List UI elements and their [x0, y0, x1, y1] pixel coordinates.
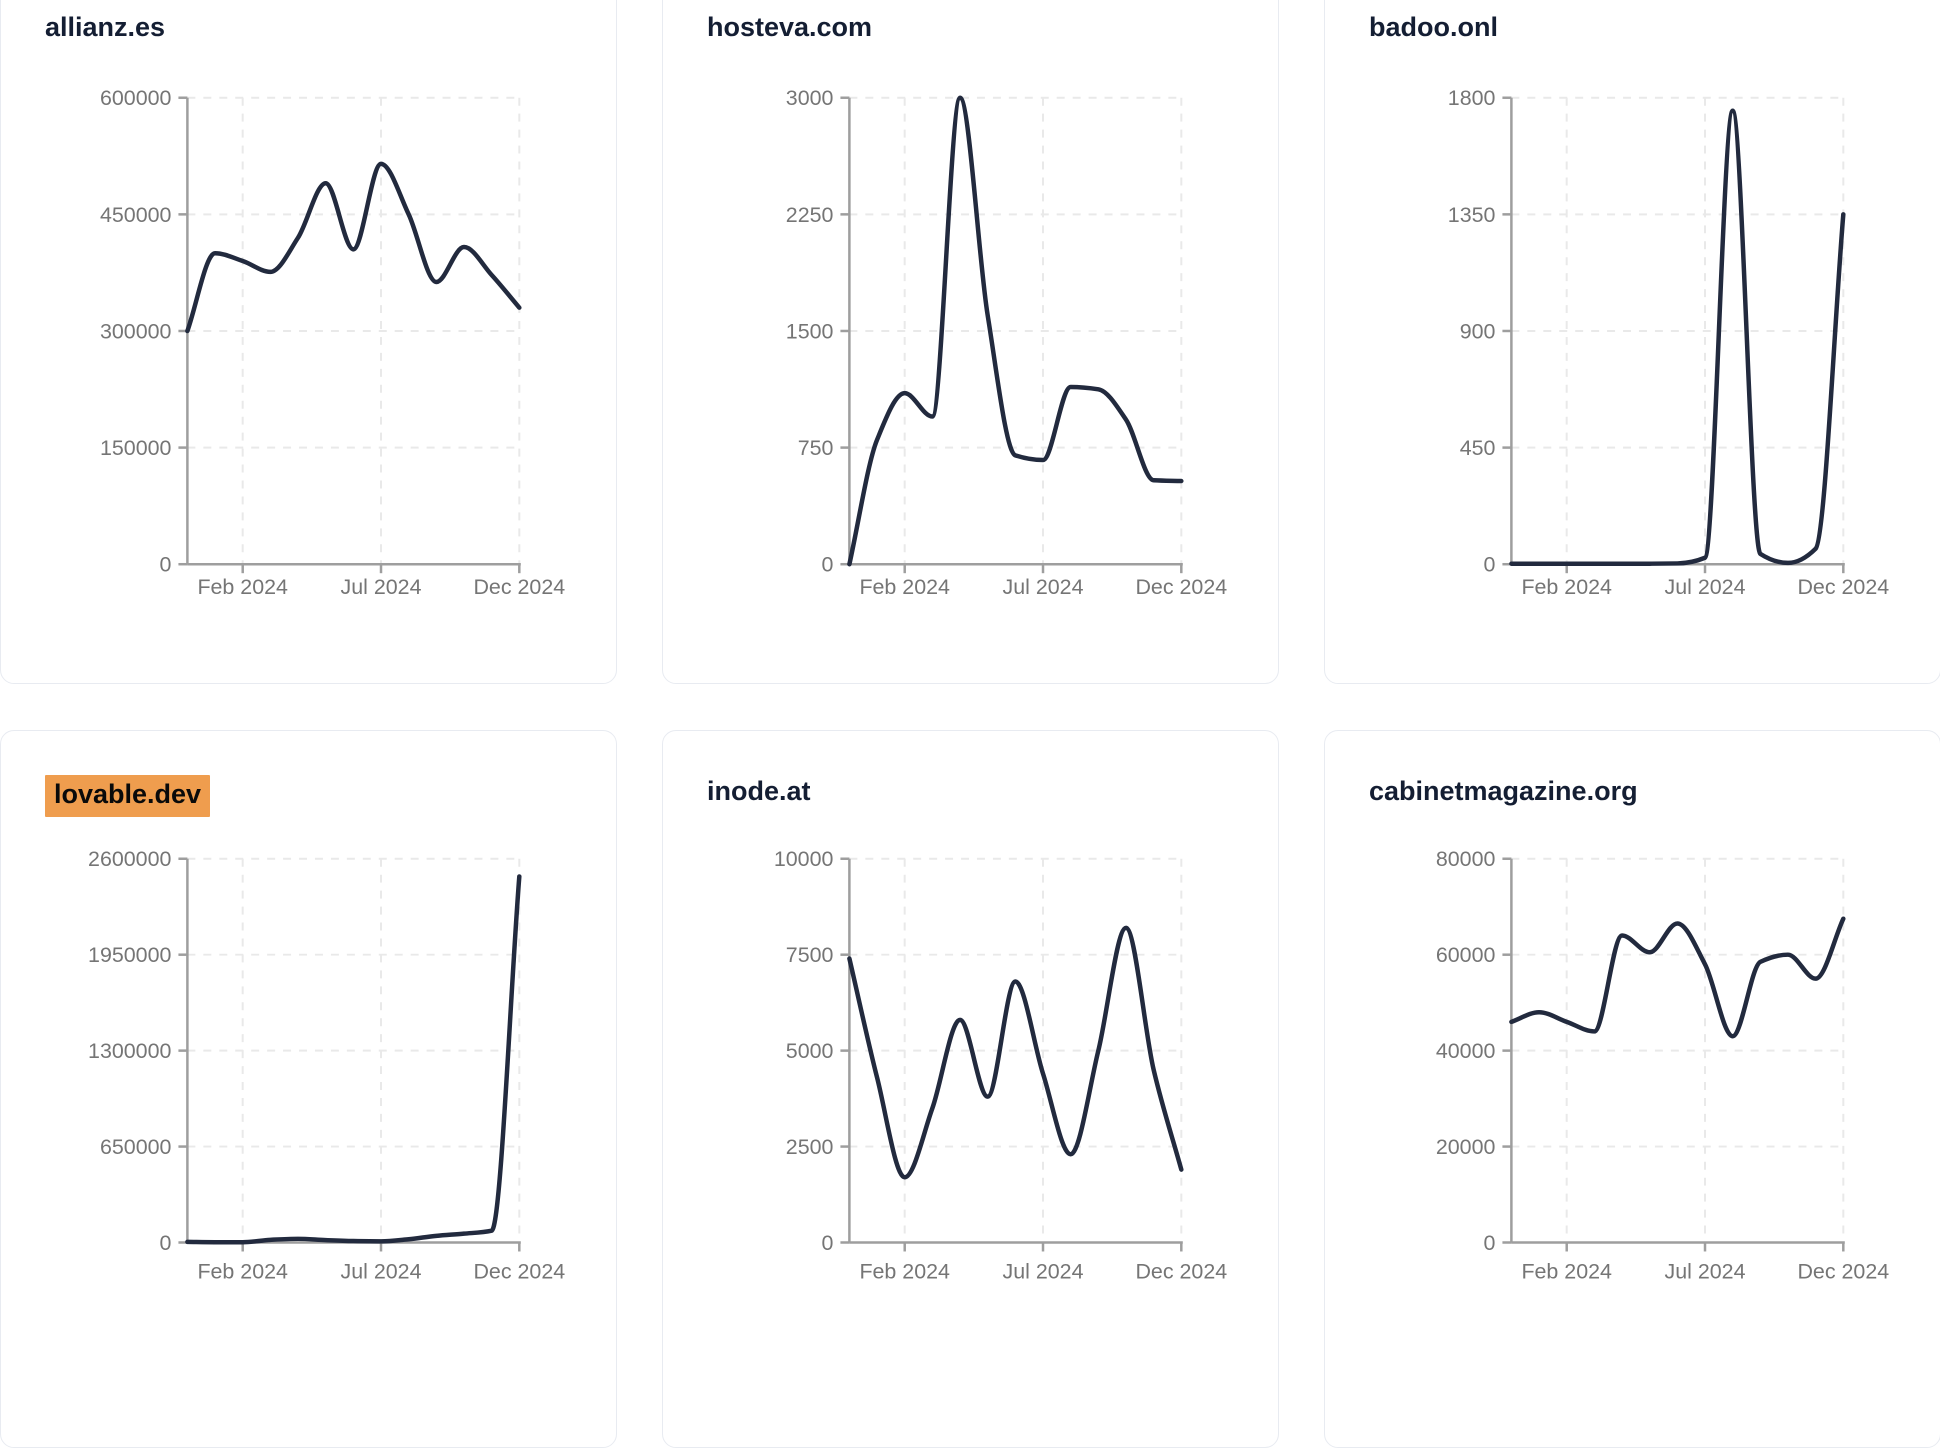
svg-text:1800: 1800 — [1448, 86, 1496, 110]
svg-text:5000: 5000 — [786, 1039, 834, 1063]
svg-text:900: 900 — [1460, 319, 1496, 343]
svg-text:Feb 2024: Feb 2024 — [197, 575, 288, 599]
svg-text:Dec 2024: Dec 2024 — [1797, 1259, 1889, 1283]
svg-text:Feb 2024: Feb 2024 — [859, 575, 950, 599]
chart-title[interactable]: lovable.dev — [45, 775, 211, 817]
svg-text:60000: 60000 — [1436, 943, 1496, 967]
svg-text:40000: 40000 — [1436, 1039, 1496, 1063]
svg-text:750: 750 — [798, 436, 834, 460]
chart-card-inode-at: inode.at 0 2500 5000 7500 10000 Feb 2024 Jul 2… — [662, 730, 1279, 1448]
chart-title[interactable]: hosteva.com — [707, 12, 873, 42]
line-chart-badoo-onl: 0 450 900 1350 1800 Feb 2024 Jul 2024 Dec 2024 — [1448, 86, 1889, 599]
svg-text:2250: 2250 — [786, 203, 834, 227]
svg-text:3000: 3000 — [786, 86, 834, 110]
svg-text:20000: 20000 — [1436, 1135, 1496, 1159]
svg-text:0: 0 — [160, 553, 172, 577]
svg-text:1950000: 1950000 — [88, 943, 171, 967]
chart-title-row: badoo.onl — [1369, 11, 1498, 45]
svg-text:Dec 2024: Dec 2024 — [1797, 575, 1889, 599]
line-chart-lovable-dev: 0 650000 1300000 1950000 2600000 Feb 2024 Jul … — [88, 847, 565, 1283]
svg-text:80000: 80000 — [1436, 847, 1496, 871]
svg-text:1350: 1350 — [1448, 203, 1496, 227]
chart-card-lovable-dev: lovable.dev 0 650000 1300000 1950000 2600000… — [0, 730, 617, 1448]
chart-card-hosteva-com: hosteva.com 0 750 1500 2250 3000 Feb 2024 Jul … — [662, 0, 1279, 684]
svg-text:Jul 2024: Jul 2024 — [1003, 575, 1084, 599]
svg-text:2500: 2500 — [786, 1135, 834, 1159]
svg-text:Dec 2024: Dec 2024 — [473, 1259, 565, 1283]
chart-card-badoo-onl: badoo.onl 0 450 900 1350 1800 Feb 2024 Jul 202… — [1324, 0, 1940, 684]
svg-text:0: 0 — [822, 1231, 834, 1255]
svg-text:0: 0 — [822, 553, 834, 577]
svg-text:Jul 2024: Jul 2024 — [1665, 1259, 1746, 1283]
chart-title[interactable]: badoo.onl — [1369, 12, 1498, 42]
svg-text:Dec 2024: Dec 2024 — [1135, 1259, 1227, 1283]
svg-text:2600000: 2600000 — [88, 847, 171, 871]
svg-text:10000: 10000 — [774, 847, 834, 871]
svg-text:Feb 2024: Feb 2024 — [1521, 575, 1612, 599]
chart-title-row: allianz.es — [45, 11, 165, 45]
svg-text:Jul 2024: Jul 2024 — [341, 1259, 422, 1283]
svg-text:Dec 2024: Dec 2024 — [1135, 575, 1227, 599]
svg-text:Jul 2024: Jul 2024 — [1665, 575, 1746, 599]
chart-title[interactable]: inode.at — [707, 776, 811, 806]
svg-text:Feb 2024: Feb 2024 — [859, 1259, 950, 1283]
chart-card-cabinetmagazine-org: cabinetmagazine.org 0 20000 40000 60000 8000… — [1324, 730, 1940, 1448]
line-chart-cabinetmagazine-org: 0 20000 40000 60000 80000 Feb 2024 Jul 2024 Dec… — [1436, 847, 1889, 1283]
line-chart-allianz-es: 0 150000 300000 450000 600000 Feb 2024 Jul 202… — [100, 86, 565, 599]
chart-title[interactable]: allianz.es — [45, 12, 166, 42]
svg-text:450: 450 — [1460, 436, 1496, 460]
svg-text:150000: 150000 — [100, 436, 172, 460]
svg-text:Jul 2024: Jul 2024 — [341, 575, 422, 599]
svg-text:Dec 2024: Dec 2024 — [473, 575, 565, 599]
svg-text:650000: 650000 — [100, 1135, 172, 1159]
svg-text:450000: 450000 — [100, 203, 172, 227]
svg-text:600000: 600000 — [100, 86, 172, 110]
svg-text:300000: 300000 — [100, 319, 172, 343]
svg-text:1300000: 1300000 — [88, 1039, 171, 1063]
chart-title-row: hosteva.com — [707, 11, 872, 45]
svg-text:Feb 2024: Feb 2024 — [1521, 1259, 1612, 1283]
svg-text:0: 0 — [1484, 1231, 1496, 1255]
line-chart-hosteva-com: 0 750 1500 2250 3000 Feb 2024 Jul 2024 Dec 2024 — [786, 86, 1227, 599]
chart-title[interactable]: cabinetmagazine.org — [1369, 776, 1638, 806]
svg-text:0: 0 — [1484, 553, 1496, 577]
chart-card-allianz-es: allianz.es 0 150000 300000 450000 600000 Feb … — [0, 0, 617, 684]
chart-title-row: cabinetmagazine.org — [1369, 775, 1638, 809]
svg-text:0: 0 — [160, 1231, 172, 1255]
line-chart-inode-at: 0 2500 5000 7500 10000 Feb 2024 Jul 2024 Dec 20… — [774, 847, 1227, 1283]
svg-text:Feb 2024: Feb 2024 — [197, 1259, 288, 1283]
chart-title-row: lovable.dev — [45, 775, 211, 817]
svg-text:Jul 2024: Jul 2024 — [1003, 1259, 1084, 1283]
svg-text:1500: 1500 — [786, 319, 834, 343]
svg-text:7500: 7500 — [786, 943, 834, 967]
chart-title-row: inode.at — [707, 775, 811, 809]
